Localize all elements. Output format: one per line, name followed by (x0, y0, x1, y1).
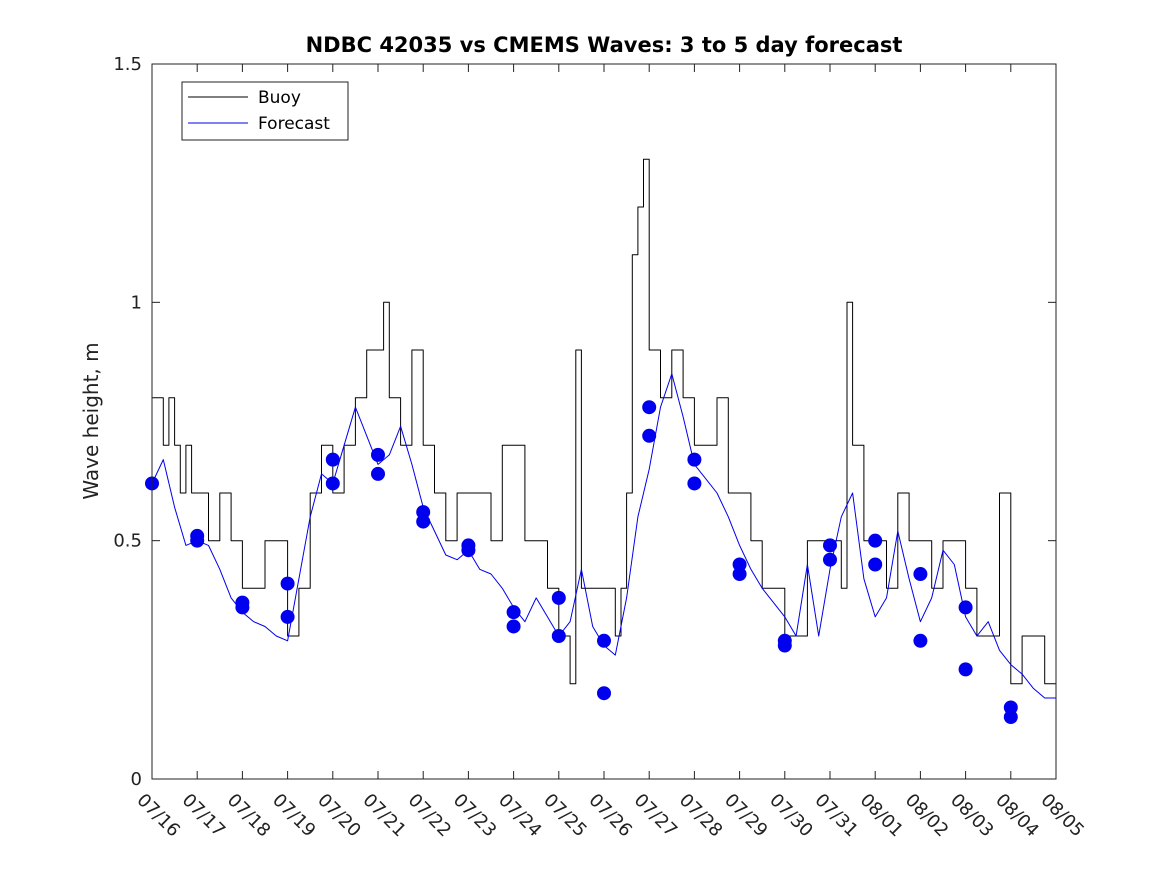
x-tick-label: 07/22 (404, 790, 456, 842)
forecast-marker (777, 638, 792, 653)
x-tick-label: 08/03 (946, 790, 998, 842)
y-tick-label: 0 (131, 769, 142, 790)
forecast-marker (551, 590, 566, 605)
forecast-marker (868, 533, 883, 548)
x-tick-label: 07/30 (765, 790, 817, 842)
x-tick-label: 07/20 (313, 790, 365, 842)
x-tick-label: 08/04 (991, 790, 1043, 842)
forecast-marker (823, 538, 837, 553)
x-tick-label: 07/29 (720, 790, 772, 842)
x-tick-label: 07/28 (675, 790, 727, 842)
forecast-marker (913, 633, 928, 648)
forecast-marker (597, 633, 611, 648)
y-tick-label: 1.5 (113, 54, 142, 75)
y-tick-label: 1 (131, 292, 142, 313)
forecast-marker (461, 543, 476, 558)
forecast-marker (325, 476, 340, 491)
forecast-marker (280, 576, 295, 591)
forecast-marker (732, 567, 747, 582)
legend-forecast-label: Forecast (258, 114, 330, 134)
x-tick-label: 07/17 (178, 790, 230, 842)
forecast-marker (371, 466, 385, 481)
y-axis: 0 0.5 1 1.5 (113, 54, 1056, 790)
forecast-marker (958, 662, 973, 677)
x-tick-label: 08/02 (901, 790, 953, 842)
forecast-marker (687, 452, 702, 467)
plot-frame (151, 63, 1057, 780)
chart-title: NDBC 42035 vs CMEMS Waves: 3 to 5 day fo… (306, 33, 903, 57)
forecast-marker (506, 619, 521, 634)
x-tick-label: 07/27 (630, 790, 682, 842)
forecast-marker (280, 609, 295, 624)
forecast-marker (642, 400, 657, 415)
legend-buoy-label: Buoy (258, 88, 301, 108)
legend: Buoy Forecast (181, 81, 349, 141)
forecast-marker (687, 476, 702, 491)
forecast-marker (551, 629, 566, 643)
x-tick-label: 08/05 (1036, 790, 1088, 842)
legend-box (181, 81, 349, 141)
x-tick-label: 07/26 (584, 790, 636, 842)
x-tick-label: 07/19 (268, 790, 320, 842)
forecast-marker (190, 533, 205, 548)
forecast-marker (913, 567, 928, 582)
x-tick-label: 07/18 (223, 790, 275, 842)
forecast-marker (416, 514, 431, 529)
series-line-buoy (152, 158, 1056, 685)
x-tick-label: 07/16 (132, 790, 184, 842)
forecast-marker (823, 552, 837, 567)
forecast-marker (235, 600, 250, 615)
plot-area (152, 64, 1056, 779)
y-axis-label: Wave height, m (79, 342, 103, 499)
x-tick-label: 08/01 (856, 790, 908, 842)
forecast-marker (597, 686, 611, 701)
forecast-marker (868, 557, 883, 572)
x-tick-label: 07/21 (358, 790, 410, 842)
forecast-marker (325, 452, 340, 467)
forecast-marker (1003, 710, 1018, 725)
x-tick-label: 07/25 (539, 790, 591, 842)
y-tick-label: 0.5 (113, 531, 142, 552)
x-tick-label: 07/24 (494, 790, 546, 842)
forecast-marker (642, 428, 657, 443)
x-tick-label: 07/31 (810, 790, 862, 842)
forecast-marker (958, 600, 973, 615)
x-tick-label: 07/23 (449, 790, 501, 842)
forecast-marker (371, 447, 385, 462)
forecast-marker (506, 605, 521, 620)
